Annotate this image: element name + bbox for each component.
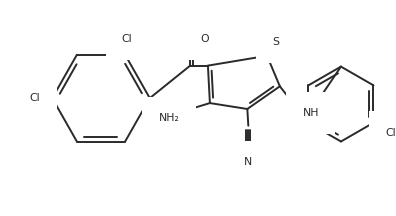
Text: Cl: Cl [30,93,40,103]
Text: N: N [244,157,252,167]
Text: Cl: Cl [385,128,396,138]
Text: Cl: Cl [122,34,132,44]
Text: S: S [272,37,279,47]
Text: NH: NH [303,108,319,118]
Text: NH₂: NH₂ [158,113,179,123]
Text: O: O [200,34,209,44]
